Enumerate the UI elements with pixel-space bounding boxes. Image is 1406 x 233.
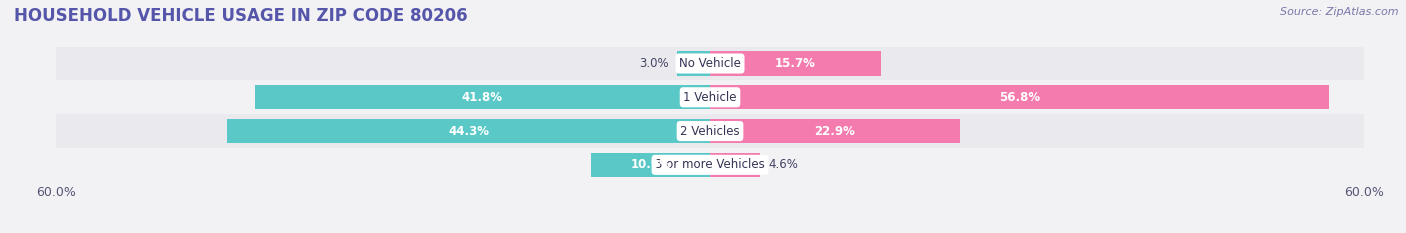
Bar: [228, 119, 710, 143]
Text: 2 Vehicles: 2 Vehicles: [681, 125, 740, 137]
Bar: [710, 51, 882, 76]
Bar: [56, 148, 1364, 182]
Bar: [710, 85, 1329, 110]
Bar: [56, 114, 1364, 148]
Text: 4.6%: 4.6%: [769, 158, 799, 171]
Bar: [710, 153, 761, 177]
Bar: [56, 80, 1364, 114]
Text: 15.7%: 15.7%: [775, 57, 815, 70]
Bar: [592, 153, 710, 177]
Bar: [678, 51, 710, 76]
Bar: [254, 85, 710, 110]
Bar: [56, 47, 1364, 80]
Text: 3.0%: 3.0%: [638, 57, 669, 70]
Text: 1 Vehicle: 1 Vehicle: [683, 91, 737, 104]
Text: HOUSEHOLD VEHICLE USAGE IN ZIP CODE 80206: HOUSEHOLD VEHICLE USAGE IN ZIP CODE 8020…: [14, 7, 468, 25]
Text: 56.8%: 56.8%: [998, 91, 1040, 104]
Text: 22.9%: 22.9%: [814, 125, 855, 137]
Text: 41.8%: 41.8%: [461, 91, 503, 104]
Text: Source: ZipAtlas.com: Source: ZipAtlas.com: [1281, 7, 1399, 17]
Bar: [710, 119, 959, 143]
Text: 3 or more Vehicles: 3 or more Vehicles: [655, 158, 765, 171]
Text: No Vehicle: No Vehicle: [679, 57, 741, 70]
Text: 10.9%: 10.9%: [630, 158, 671, 171]
Text: 44.3%: 44.3%: [449, 125, 489, 137]
